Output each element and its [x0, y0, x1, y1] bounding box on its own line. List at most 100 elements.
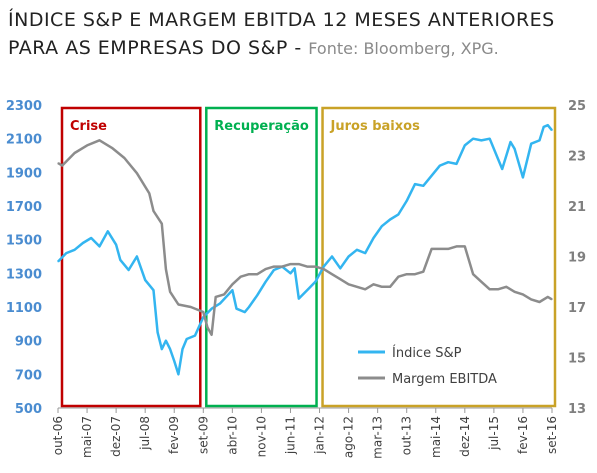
data-point-1-53: [505, 286, 507, 288]
x-tick-label-6: abr-10: [225, 416, 239, 455]
data-point-0-41: [348, 255, 350, 258]
data-point-0-29: [256, 294, 258, 296]
data-point-0-62: [514, 148, 516, 150]
y-left-tick-label-3: 1100: [6, 301, 42, 316]
data-point-1-39: [389, 286, 391, 288]
x-tick-label-12: out-13: [400, 416, 414, 455]
x-tick-label-5: set-09: [196, 416, 210, 454]
data-point-0-42: [356, 249, 358, 251]
data-point-0-60: [501, 168, 503, 170]
data-point-1-17: [211, 334, 213, 336]
data-point-1-58: [547, 296, 549, 298]
data-point-0-26: [235, 308, 238, 310]
data-point-0-49: [414, 183, 416, 185]
y-right-tick-label-3: 19: [568, 251, 586, 266]
data-point-0-46: [389, 218, 391, 221]
data-point-0-35: [298, 298, 300, 300]
data-point-0-56: [472, 138, 474, 140]
data-point-0-11: [144, 279, 146, 281]
data-point-0-20: [186, 338, 188, 340]
data-point-0-12: [152, 289, 155, 291]
data-point-1-47: [455, 245, 458, 247]
recuperacao-label: Recuperação: [214, 119, 309, 134]
x-tick-label-8: jun-11: [283, 416, 297, 455]
data-point-0-64: [530, 143, 532, 145]
data-point-0-5: [98, 245, 101, 247]
y-right-tick-label-4: 21: [568, 200, 586, 215]
data-point-0-52: [439, 165, 441, 167]
data-point-0-48: [406, 200, 408, 202]
data-point-1-13: [177, 303, 179, 306]
y-left-tick-label-5: 1500: [6, 234, 42, 249]
data-point-1-54: [514, 291, 516, 293]
data-point-1-25: [273, 266, 275, 268]
data-point-0-36: [306, 289, 308, 291]
x-tick-label-17: set-16: [545, 416, 559, 454]
y-left-tick-label-8: 2100: [6, 133, 42, 148]
data-point-1-30: [314, 266, 316, 268]
data-point-0-15: [165, 340, 167, 342]
data-point-0-24: [219, 303, 221, 305]
data-point-0-2: [74, 249, 76, 251]
data-point-1-9: [152, 210, 155, 212]
data-point-0-18: [177, 373, 179, 375]
data-point-0-43: [364, 252, 366, 254]
chart-title: ÍNDICE S&P E MARGEM EBITDA 12 MESES ANTE…: [8, 6, 593, 63]
data-point-0-57: [480, 139, 482, 141]
data-point-1-52: [497, 288, 499, 290]
juros-baixos-box: [321, 106, 557, 408]
data-point-0-39: [331, 255, 333, 258]
data-point-0-31: [273, 269, 275, 271]
x-tick-label-1: mai-07: [80, 416, 94, 458]
y-left-tick-label-4: 1300: [6, 267, 42, 282]
data-point-0-1: [65, 252, 67, 254]
y-right-tick-label-2: 17: [568, 301, 586, 316]
data-point-0-16: [169, 348, 171, 350]
data-point-0-7: [115, 244, 117, 246]
data-point-1-6: [123, 157, 125, 159]
data-point-0-6: [107, 230, 109, 232]
x-tick-label-15: jul-15: [487, 416, 501, 451]
data-point-1-42: [414, 273, 416, 275]
chart-title-line-2-text: PARA AS EMPRESAS DO S&P -: [8, 37, 302, 59]
data-point-0-19: [181, 348, 184, 350]
data-point-0-9: [128, 269, 130, 271]
y-left-tick-label-7: 1900: [6, 166, 42, 181]
data-point-1-31: [323, 268, 325, 270]
data-point-1-57: [538, 301, 541, 303]
y-left-tick-label-1: 700: [15, 368, 42, 383]
data-point-1-49: [472, 273, 474, 275]
y-right-tick-label-5: 23: [568, 150, 586, 165]
data-point-1-5: [111, 147, 113, 149]
data-point-1-27: [289, 263, 292, 265]
data-point-1-44: [431, 248, 433, 250]
data-point-1-59: [551, 298, 553, 300]
data-point-0-13: [157, 331, 159, 333]
x-tick-label-13: mai-14: [429, 416, 443, 458]
data-point-0-0: [57, 261, 59, 263]
y-right-tick-label-0: 13: [568, 402, 586, 417]
juros-baixos-label: Juros baixos: [330, 119, 421, 134]
data-point-1-41: [406, 273, 408, 275]
data-point-0-47: [397, 213, 399, 215]
data-point-1-8: [148, 192, 150, 194]
data-point-1-38: [381, 286, 383, 288]
data-point-0-68: [551, 129, 553, 131]
data-point-0-8: [119, 259, 121, 261]
x-tick-label-10: ago-12: [342, 416, 356, 458]
data-point-0-55: [464, 144, 466, 146]
data-point-1-18: [215, 296, 217, 298]
data-point-1-28: [298, 263, 300, 265]
x-tick-label-7: nov-10: [254, 416, 268, 457]
data-point-1-32: [331, 273, 333, 275]
data-point-0-30: [265, 281, 267, 283]
data-point-1-43: [422, 271, 424, 273]
chart-title-line-2: PARA AS EMPRESAS DO S&P - Fonte: Bloombe…: [8, 34, 593, 63]
data-point-1-50: [480, 281, 482, 283]
x-tick-label-16: fev-16: [516, 416, 530, 454]
data-point-1-1: [61, 165, 63, 167]
data-point-1-24: [265, 268, 267, 270]
data-point-0-45: [381, 225, 383, 227]
data-point-0-66: [543, 126, 545, 128]
